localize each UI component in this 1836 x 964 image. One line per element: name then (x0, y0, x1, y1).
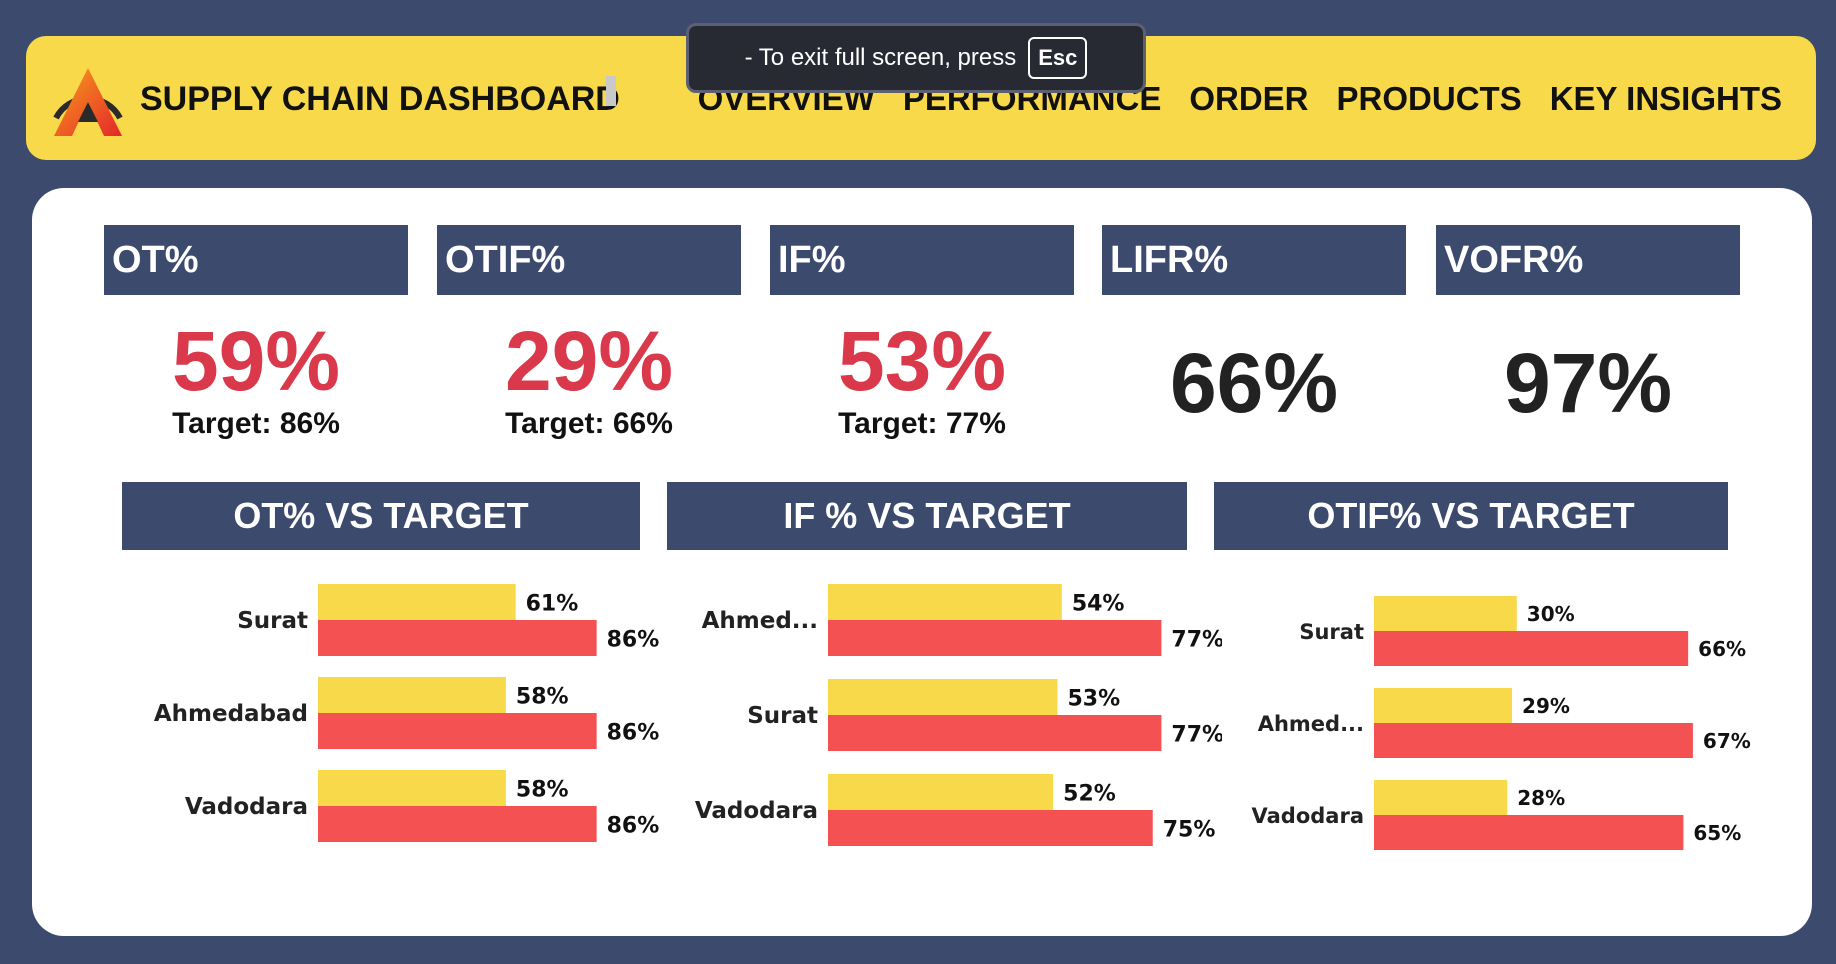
kpi-value: 59% (171, 314, 341, 408)
nav-products[interactable]: PRODUCTS (1336, 80, 1522, 117)
actual-bar[interactable] (318, 770, 506, 806)
target-bar[interactable] (318, 806, 597, 842)
kpi-value: 97% (1503, 336, 1673, 430)
chart-title-if: IF % VS TARGET (667, 482, 1187, 550)
data-label: 58% (516, 684, 569, 709)
actual-bar[interactable] (828, 584, 1062, 620)
data-label: 30% (1527, 602, 1575, 626)
kpi-label: OTIF% (437, 225, 741, 295)
actual-bar[interactable] (318, 584, 516, 620)
kpi-value: 66% (1169, 336, 1339, 430)
category-label: Surat (747, 703, 818, 729)
actual-bar[interactable] (828, 679, 1058, 715)
data-label: 53% (1067, 686, 1120, 711)
data-label: 75% (1163, 817, 1216, 842)
actual-bar[interactable] (318, 677, 506, 713)
chart-title-ot: OT% VS TARGET (122, 482, 640, 550)
target-bar[interactable] (1374, 631, 1689, 666)
esc-key-badge: Esc (1028, 37, 1088, 79)
actual-bar[interactable] (828, 774, 1054, 810)
if-vs-target-chart: Ahmed... 54% 77% Surat 53% 77% Vadodara 52% 75% (662, 568, 1222, 868)
fullscreen-notice-text: - To exit full screen, press (744, 44, 1017, 71)
kpi-label: VOFR% (1436, 225, 1740, 295)
bar-chart-svg: Surat 61% 86% Ahmedabad 58% 86% Vadodara 58% 86% (154, 584, 660, 842)
otif-vs-target-chart: Surat 30% 66% Ahmed... 29% 67% Vadodara 28% 65% (1202, 568, 1782, 868)
actual-bar[interactable] (1374, 780, 1508, 815)
actual-bar[interactable] (1374, 596, 1517, 631)
kpi-value: 29% (504, 314, 674, 408)
target-bar[interactable] (318, 713, 597, 749)
nav-key-insights[interactable]: KEY INSIGHTS (1549, 80, 1782, 117)
kpi-value: 53% (837, 314, 1007, 408)
kpi-label: IF% (770, 225, 1074, 295)
nav-order[interactable]: ORDER (1189, 80, 1309, 117)
target-bar[interactable] (318, 620, 597, 656)
category-label: Vadodara (185, 794, 308, 820)
category-label: Vadodara (1252, 804, 1364, 828)
kpi-card-ot: OT% 59% Target: 86% (104, 225, 408, 485)
category-label: Surat (237, 608, 308, 634)
dashboard-panel: OT% 59% Target: 86% OTIF% 29% Target: 66… (32, 188, 1812, 936)
data-label: 28% (1517, 786, 1565, 810)
data-label: 86% (607, 627, 660, 652)
category-label: Ahmed... (702, 608, 818, 634)
kpi-label: OT% (104, 225, 408, 295)
kpi-card-vofr: VOFR% 97% (1436, 225, 1740, 485)
kpi-card-otif: OTIF% 29% Target: 66% (437, 225, 741, 485)
target-bar[interactable] (828, 715, 1162, 751)
kpi-label: LIFR% (1102, 225, 1406, 295)
target-bar[interactable] (1374, 723, 1693, 758)
ot-vs-target-chart: Surat 61% 86% Ahmedabad 58% 86% Vadodara 58% 86% (102, 568, 662, 868)
data-label: 54% (1072, 591, 1125, 616)
category-label: Ahmedabad (154, 701, 308, 727)
data-label: 86% (607, 720, 660, 745)
data-label: 52% (1063, 781, 1116, 806)
target-bar[interactable] (828, 620, 1162, 656)
data-label: 77% (1171, 722, 1222, 747)
chart-title-otif: OTIF% VS TARGET (1214, 482, 1728, 550)
data-label: 66% (1698, 637, 1746, 661)
data-label: 86% (607, 813, 660, 838)
data-label: 29% (1522, 694, 1570, 718)
fullscreen-notice: - To exit full screen, press Esc (686, 23, 1146, 93)
kpi-target: Target: 86% (172, 407, 340, 440)
slicer-handle[interactable] (606, 76, 616, 106)
data-label: 77% (1171, 627, 1222, 652)
data-label: 67% (1703, 729, 1751, 753)
app-title: SUPPLY CHAIN DASHBOARD (140, 80, 620, 118)
brand-logo-icon (53, 68, 123, 136)
kpi-card-lifr: LIFR% 66% (1102, 225, 1406, 485)
category-label: Ahmed... (1258, 712, 1364, 736)
kpi-target: Target: 77% (838, 407, 1006, 440)
kpi-target: Target: 66% (505, 407, 673, 440)
kpi-card-if: IF% 53% Target: 77% (770, 225, 1074, 485)
category-label: Vadodara (695, 798, 818, 824)
data-label: 58% (516, 777, 569, 802)
target-bar[interactable] (1374, 815, 1684, 850)
actual-bar[interactable] (1374, 688, 1513, 723)
target-bar[interactable] (828, 810, 1153, 846)
bar-chart-svg: Ahmed... 54% 77% Surat 53% 77% Vadodara 52% 75% (695, 584, 1222, 846)
data-label: 65% (1693, 821, 1741, 845)
bar-chart-svg: Surat 30% 66% Ahmed... 29% 67% Vadodara 28% 65% (1252, 596, 1751, 850)
data-label: 61% (526, 591, 579, 616)
category-label: Surat (1299, 620, 1364, 644)
